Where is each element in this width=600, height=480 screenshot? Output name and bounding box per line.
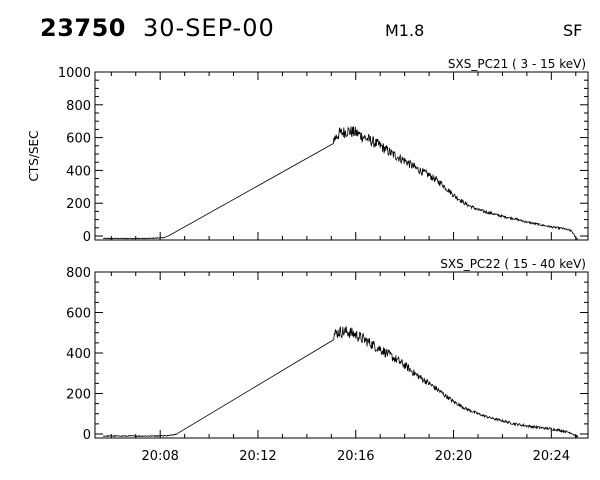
x-tick-label: 20:16 <box>337 449 374 464</box>
x-tick-label: 20:12 <box>239 449 276 464</box>
x-tick-label: 20:24 <box>533 449 570 464</box>
series-line-2-1 <box>102 326 579 439</box>
plot-frame-2 <box>94 271 589 439</box>
x-tick-label: 20:20 <box>435 449 472 464</box>
y-axis-label: CTS/SEC <box>27 131 41 182</box>
y-tick-label: 1000 <box>58 66 91 81</box>
panel-title-1: SXS_PC21 ( 3 - 15 keV) <box>448 57 586 71</box>
y-tick-label: 400 <box>66 347 91 362</box>
panel-title-2: SXS_PC22 ( 15 - 40 keV) <box>440 257 586 271</box>
y-tick-label: 400 <box>66 164 91 179</box>
y-tick-label: 600 <box>66 132 91 147</box>
x-tick-label: 20:08 <box>141 449 178 464</box>
y-tick-label: 0 <box>83 230 91 245</box>
y-tick-label: 200 <box>66 388 91 403</box>
event-date: 30-SEP-00 <box>143 14 275 42</box>
y-tick-label: 0 <box>83 428 91 443</box>
flare-code: SF <box>563 21 583 40</box>
flare-class: M1.8 <box>385 21 425 40</box>
y-tick-label: 600 <box>66 307 91 322</box>
y-tick-label: 800 <box>66 99 91 114</box>
y-tick-label: 800 <box>66 266 91 281</box>
y-tick-label: 200 <box>66 197 91 212</box>
series-line-1-1 <box>102 126 579 240</box>
plot-frame-1 <box>94 71 589 241</box>
event-id: 23750 <box>40 14 126 42</box>
